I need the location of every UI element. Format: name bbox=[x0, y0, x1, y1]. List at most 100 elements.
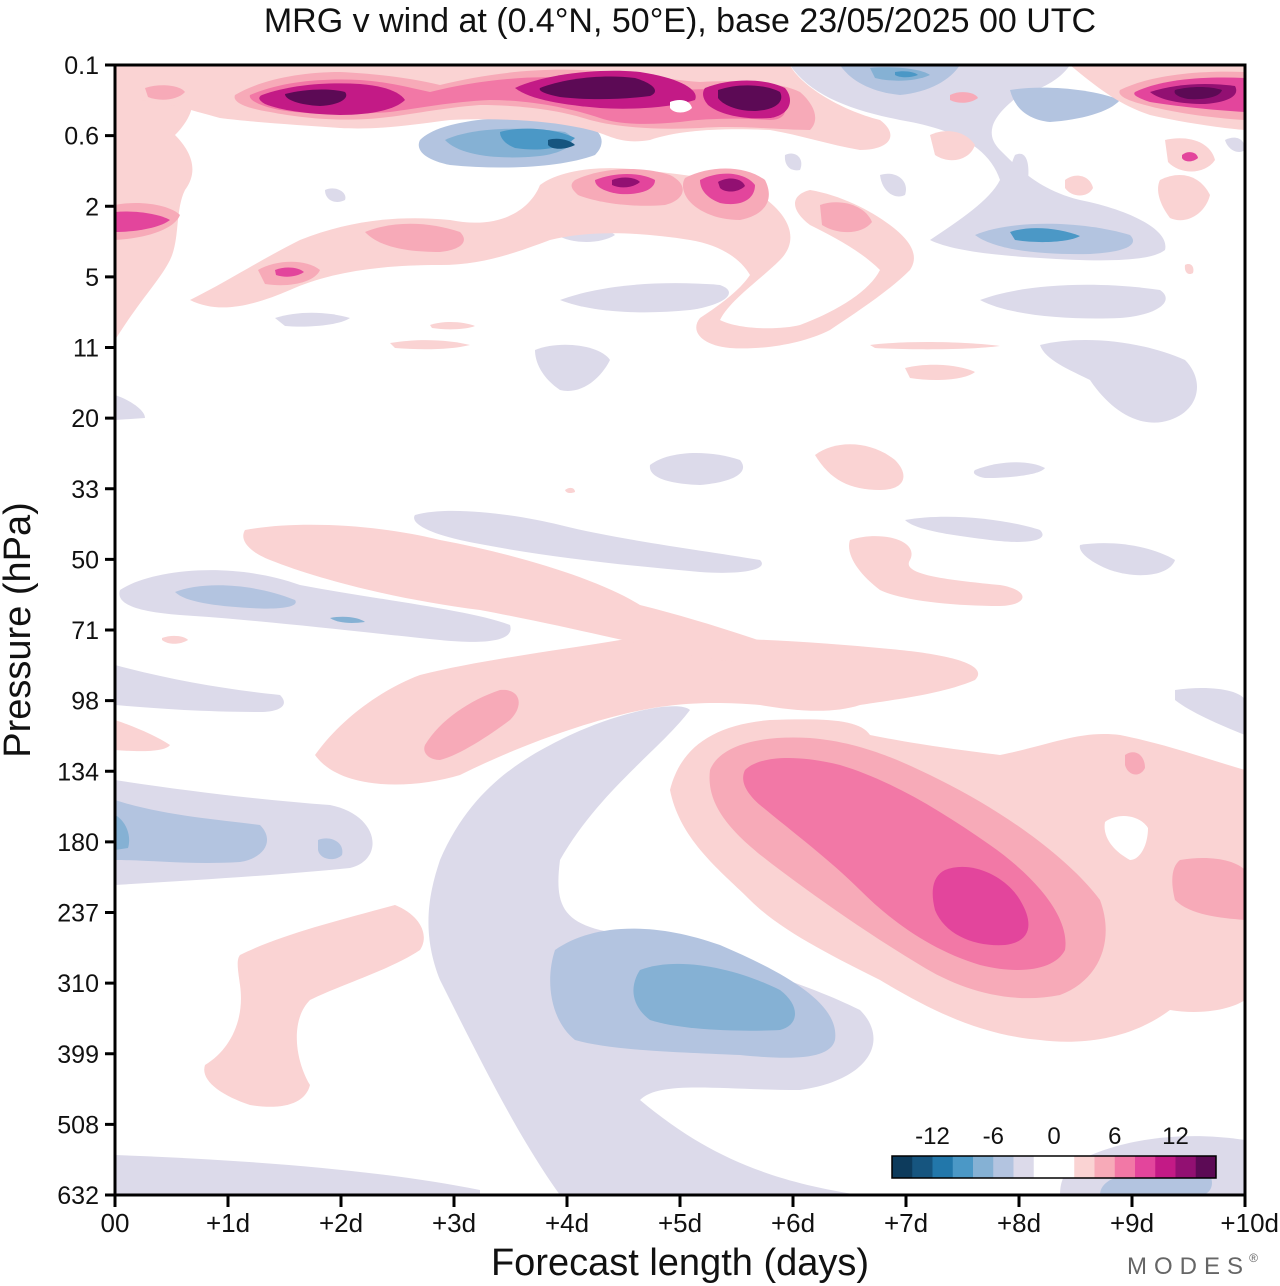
contour-pos-100-outer bbox=[315, 638, 979, 785]
y-tick-label: 5 bbox=[85, 264, 99, 292]
contour-neg-60-inner bbox=[175, 585, 296, 609]
contour-pos-right-237 bbox=[1172, 858, 1245, 920]
colorbar-tick-label: -6 bbox=[983, 1123, 1004, 1150]
colorbar-swatch bbox=[1175, 1156, 1197, 1178]
contour-neg-mid-tube bbox=[500, 826, 519, 863]
contour-neg-right-3-inner bbox=[1010, 228, 1080, 243]
y-tick-label: 2 bbox=[85, 193, 99, 221]
contour-pos-lower-left-outer bbox=[204, 905, 424, 1107]
y-tick-label: 20 bbox=[71, 405, 99, 433]
y-tick-label: 180 bbox=[57, 829, 99, 857]
x-axis-label: Forecast length (days) bbox=[491, 1242, 869, 1284]
y-tick-label: 134 bbox=[57, 758, 99, 786]
colorbar-swatch bbox=[1013, 1156, 1035, 1178]
colorbar bbox=[891, 1155, 1217, 1179]
contour-pos-strat-left-5-core bbox=[275, 267, 304, 277]
contour-neg-7 bbox=[275, 312, 350, 327]
colorbar-swatch bbox=[1094, 1156, 1116, 1178]
contour-neg-11-right bbox=[1040, 340, 1197, 423]
contour-neg-2-small-b bbox=[880, 173, 906, 197]
contour-neg-1-right bbox=[1225, 137, 1245, 152]
contour-pos-2-right-b bbox=[1158, 175, 1210, 221]
contour-pos-right-134 bbox=[1125, 752, 1145, 775]
x-tick-label: +2d bbox=[319, 1208, 363, 1238]
contour-neg-left-180-mid bbox=[115, 800, 268, 863]
x-tick-label: +3d bbox=[432, 1208, 476, 1238]
contour-neg-33-a bbox=[649, 453, 744, 485]
colorbar-swatch bbox=[932, 1156, 954, 1178]
colorbar-labels: -12 -6 0 6 12 bbox=[915, 1123, 1189, 1150]
y-axis: 0.1 0.6 2 5 11 20 33 50 71 98 134 180 237 310 399 508 63… bbox=[57, 52, 115, 1210]
contour-pos-upper-band bbox=[243, 524, 800, 664]
x-tick-label: +10d bbox=[1220, 1208, 1279, 1238]
contour-neg-11-mid bbox=[535, 344, 610, 391]
contour-pos-33-right bbox=[815, 444, 904, 490]
y-tick-label: 50 bbox=[71, 546, 99, 574]
colorbar-swatch bbox=[892, 1156, 913, 1178]
y-tick-label: 632 bbox=[57, 1182, 99, 1210]
x-axis: 00 +1d +2d +3d +4d +5d +6d +7d +8d +9d +10d bbox=[101, 1195, 1279, 1238]
y-tick-label: 237 bbox=[57, 900, 99, 928]
colorbar-swatch bbox=[1033, 1156, 1055, 1178]
x-tick-label: +5d bbox=[658, 1208, 702, 1238]
y-tick-label: 71 bbox=[71, 617, 99, 645]
colorbar-tick-label: -12 bbox=[915, 1123, 950, 1150]
colorbar-frame bbox=[891, 1155, 1217, 1179]
colorbar-swatch bbox=[952, 1156, 974, 1178]
contour-pos-white-hole bbox=[1104, 816, 1148, 860]
colorbar-swatch bbox=[993, 1156, 1014, 1178]
x-tick-label: +9d bbox=[1110, 1208, 1154, 1238]
contour-neg-5-a bbox=[560, 283, 729, 313]
y-tick-label: 508 bbox=[57, 1111, 99, 1139]
colorbar-tick-label: 12 bbox=[1162, 1123, 1189, 1150]
contour-neg-right-98 bbox=[1175, 688, 1245, 735]
contour-pos-8-a bbox=[430, 322, 475, 330]
contour-pos-top-5 bbox=[285, 89, 347, 106]
contour-neg-33-b bbox=[973, 462, 1045, 478]
contour-pos-sliver-35 bbox=[565, 487, 575, 494]
x-tick-label: 00 bbox=[101, 1208, 130, 1238]
x-tick-label: +7d bbox=[884, 1208, 928, 1238]
contour-pos-2-a-core bbox=[612, 177, 640, 188]
contour-pos-2-farright bbox=[1065, 175, 1093, 196]
contour-pos-top-b-5 bbox=[718, 85, 782, 111]
contour-neg-small-180 bbox=[318, 838, 343, 860]
contour-neg-50-b bbox=[905, 516, 1043, 542]
y-tick-label: 0.1 bbox=[64, 52, 99, 80]
colorbar-swatch bbox=[1054, 1156, 1075, 1178]
contour-pos-2-right bbox=[820, 202, 872, 233]
contour-neg-60-sliver bbox=[330, 616, 365, 623]
contour-neg-50-c bbox=[1079, 543, 1175, 576]
contour-pos-2-b-core bbox=[718, 178, 745, 192]
contour-neg-1-small bbox=[784, 153, 802, 171]
contour-neg-top-right-core bbox=[895, 71, 918, 78]
y-axis-label: Pressure (hPa) bbox=[0, 502, 39, 758]
contour-pos-top-small-b bbox=[950, 92, 978, 103]
contour-pos-top-mid-5 bbox=[539, 76, 655, 100]
watermark-logo: MODES bbox=[1127, 1253, 1250, 1280]
x-tick-label: +8d bbox=[997, 1208, 1041, 1238]
contour-pos-1-right-core bbox=[1182, 152, 1198, 162]
colorbar-tick-label: 0 bbox=[1047, 1123, 1060, 1150]
contour-pos-11-right bbox=[905, 364, 975, 380]
contour-neg-right-0.6 bbox=[1010, 87, 1120, 122]
contour-neg-0.6-core bbox=[548, 138, 575, 149]
contour-pos-small-71 bbox=[162, 635, 188, 644]
chart-title: MRG v wind at (0.4°N, 50°E), base 23/05/… bbox=[264, 2, 1096, 40]
contour-neg-50-a bbox=[414, 510, 762, 573]
contour-pos-main-4 bbox=[932, 866, 1029, 946]
contour-pos-11-a bbox=[390, 340, 470, 350]
y-tick-label: 11 bbox=[73, 335, 99, 363]
y-tick-label: 33 bbox=[71, 476, 99, 504]
contour-neg-right-2 bbox=[1009, 153, 1029, 203]
colorbar-swatch bbox=[1195, 1156, 1217, 1178]
contour-field bbox=[115, 65, 1245, 1195]
contour-pos-0.6-right bbox=[930, 131, 975, 161]
contour-neg-lower-inner bbox=[633, 963, 795, 1031]
colorbar-tick-label: 6 bbox=[1108, 1123, 1121, 1150]
contour-neg-20-left bbox=[115, 395, 145, 420]
x-tick-label: +6d bbox=[771, 1208, 815, 1238]
colorbar-swatch bbox=[1114, 1156, 1136, 1178]
contour-neg-5-b bbox=[980, 284, 1166, 319]
